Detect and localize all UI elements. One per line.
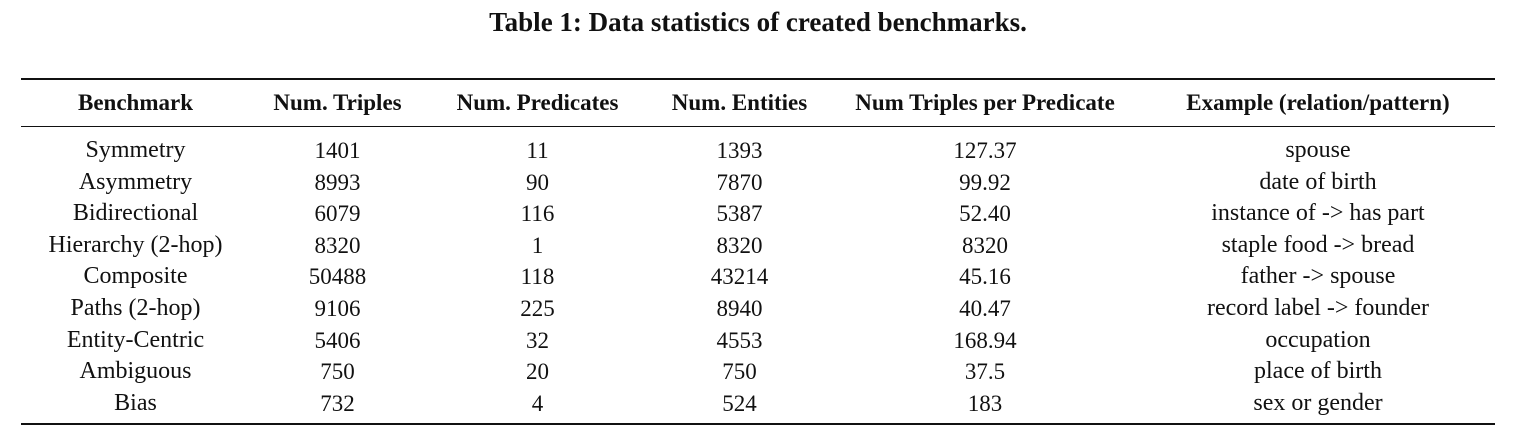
cell-num-entities: 8320	[716, 232, 763, 258]
cell-triples-per-predicate: 127.37	[953, 138, 1017, 163]
cell-benchmark: Symmetry	[85, 137, 186, 163]
cell-triples-per-predicate: 52.40	[959, 201, 1011, 227]
cell-benchmark: Entity-Centric	[66, 326, 205, 353]
cell-num-predicates: 20	[526, 359, 549, 385]
cell-example: instance of -> has part	[1211, 200, 1425, 227]
table-header: Benchmark Num. Triples Num. Predicates N…	[21, 79, 1495, 127]
cell-num-predicates: 1	[531, 232, 544, 258]
benchmark-statistics-table: Benchmark Num. Triples Num. Predicates N…	[21, 78, 1495, 425]
cell-num-predicates: 116	[520, 201, 555, 227]
table-row: Symmetry 1401 11 1393 127.37 spouse	[21, 127, 1495, 167]
table-row: Hierarchy (2-hop) 8320 1 8320 8320 stapl…	[21, 230, 1495, 262]
table-body: Symmetry 1401 11 1393 127.37 spouse Asym…	[21, 127, 1495, 425]
table-row: Asymmetry 8993 90 7870 99.92 date of bir…	[21, 167, 1495, 199]
cell-num-entities: 7870	[716, 169, 763, 195]
cell-num-entities: 8940	[716, 295, 763, 321]
cell-num-triples: 6079	[314, 201, 361, 227]
cell-num-triples: 9106	[314, 295, 361, 321]
cell-example: date of birth	[1259, 168, 1377, 195]
header-example: Example (relation/pattern)	[1186, 90, 1450, 115]
table-row: Composite 50488 118 43214 45.16 father -…	[21, 261, 1495, 293]
table-row: Entity-Centric 5406 32 4553 168.94 occup…	[21, 325, 1495, 357]
cell-example: sex or gender	[1253, 389, 1383, 416]
cell-num-triples: 8993	[314, 169, 361, 195]
cell-num-triples: 750	[320, 359, 355, 385]
cell-example: occupation	[1265, 326, 1371, 353]
header-benchmark: Benchmark	[78, 90, 193, 115]
header-triples-per-predicate: Num Triples per Predicate	[855, 90, 1115, 115]
cell-triples-per-predicate: 8320	[962, 232, 1008, 258]
cell-benchmark: Bidirectional	[72, 200, 199, 227]
cell-benchmark: Ambiguous	[79, 358, 192, 385]
cell-num-entities: 750	[722, 359, 757, 385]
cell-example: spouse	[1285, 137, 1351, 163]
header-num-predicates: Num. Predicates	[456, 90, 619, 115]
cell-example: staple food -> bread	[1221, 231, 1415, 258]
cell-num-entities: 43214	[710, 264, 769, 290]
cell-num-entities: 524	[722, 390, 757, 416]
cell-num-entities: 5387	[716, 201, 763, 227]
cell-benchmark: Bias	[114, 389, 157, 416]
header-num-triples: Num. Triples	[273, 90, 402, 115]
table-row: Paths (2-hop) 9106 225 8940 40.47 record…	[21, 293, 1495, 325]
table-caption: Table 1: Data statistics of created benc…	[489, 7, 1027, 37]
cell-num-triples: 1401	[314, 138, 361, 163]
cell-num-triples: 50488	[308, 264, 367, 290]
cell-num-predicates: 225	[520, 295, 555, 321]
header-row: Benchmark Num. Triples Num. Predicates N…	[21, 79, 1495, 127]
cell-num-entities: 4553	[716, 327, 763, 353]
cell-benchmark: Hierarchy (2-hop)	[48, 231, 223, 258]
cell-num-predicates: 11	[526, 138, 549, 163]
cell-num-predicates: 90	[526, 169, 549, 195]
table-row: Ambiguous 750 20 750 37.5 place of birth	[21, 356, 1495, 388]
table-row: Bidirectional 6079 116 5387 52.40 instan…	[21, 198, 1495, 230]
cell-num-predicates: 32	[526, 327, 549, 353]
cell-num-triples: 732	[320, 390, 355, 416]
cell-num-entities: 1393	[716, 138, 763, 163]
cell-example: father -> spouse	[1240, 263, 1396, 290]
cell-example: place of birth	[1254, 358, 1382, 385]
cell-num-predicates: 118	[520, 264, 555, 290]
cell-triples-per-predicate: 40.47	[959, 295, 1011, 321]
header-num-entities: Num. Entities	[671, 90, 808, 115]
cell-benchmark: Composite	[83, 263, 188, 290]
cell-triples-per-predicate: 37.5	[964, 359, 1006, 385]
table-row: Bias 732 4 524 183 sex or gender	[21, 388, 1495, 425]
cell-example: record label -> founder	[1206, 294, 1430, 321]
cell-benchmark: Paths (2-hop)	[70, 294, 201, 321]
cell-triples-per-predicate: 99.92	[959, 169, 1011, 195]
cell-triples-per-predicate: 168.94	[953, 327, 1017, 353]
cell-triples-per-predicate: 45.16	[959, 264, 1011, 290]
cell-benchmark: Asymmetry	[78, 168, 193, 195]
cell-triples-per-predicate: 183	[967, 390, 1003, 416]
cell-num-predicates: 4	[531, 390, 544, 416]
cell-num-triples: 5406	[314, 327, 361, 353]
cell-num-triples: 8320	[314, 232, 361, 258]
